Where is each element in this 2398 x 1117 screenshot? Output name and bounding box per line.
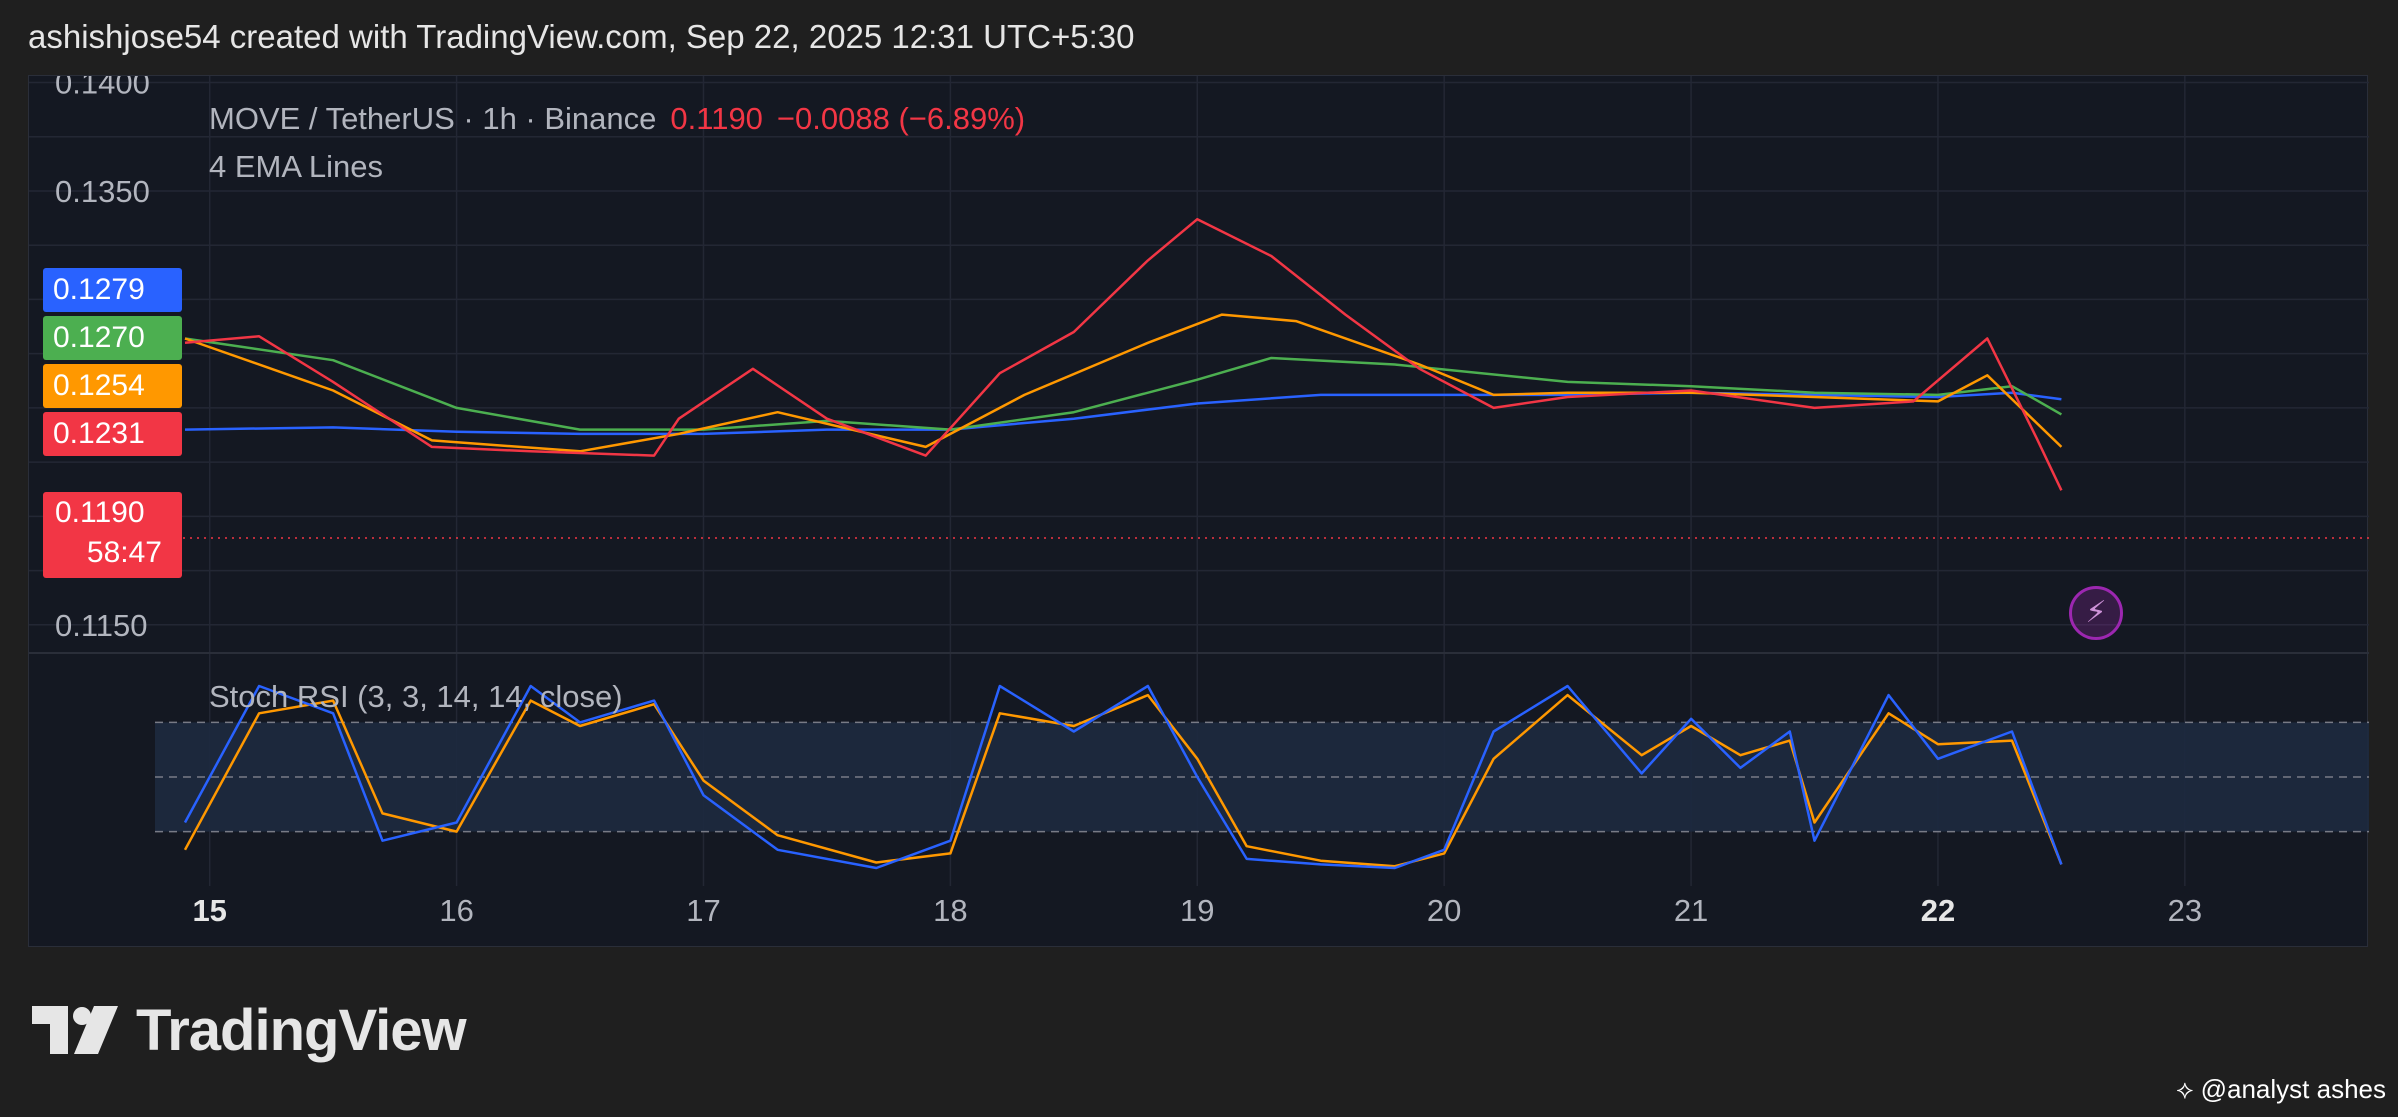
x-tick-label: 22 bbox=[1921, 893, 1955, 928]
x-tick-label: 23 bbox=[2168, 893, 2202, 928]
chart-panel[interactable]: 0.1400 0.1350 0.1150 15 16 17 18 19 20 21 22 23 MOV… bbox=[28, 75, 2369, 948]
chart-canvas[interactable]: 0.1400 0.1350 0.1150 15 16 17 18 19 20 21 22 23 bbox=[29, 76, 2369, 948]
watermark-label: @analyst ashes bbox=[2200, 1074, 2386, 1104]
ema-line bbox=[184, 391, 2062, 436]
x-tick-label: 18 bbox=[933, 893, 967, 928]
stoch-k-line bbox=[183, 684, 2063, 870]
x-tick-label: 19 bbox=[1180, 893, 1214, 928]
symbol-label: MOVE / TetherUS · 1h · Binance bbox=[209, 101, 657, 136]
author-watermark: ⟡ @analyst ashes bbox=[2176, 1074, 2386, 1106]
x-tick-label: 20 bbox=[1427, 893, 1461, 928]
symbol-legend[interactable]: MOVE / TetherUS · 1h · Binance 0.1190 −0.0… bbox=[209, 101, 1025, 137]
ema-blue-badge: 0.1279 bbox=[43, 268, 182, 312]
x-tick-label: 15 bbox=[192, 893, 226, 928]
x-tick-label: 16 bbox=[439, 893, 473, 928]
stoch-rsi-legend[interactable]: Stoch RSI (3, 3, 14, 14, close) bbox=[209, 679, 623, 714]
x-tick-label: 17 bbox=[686, 893, 720, 928]
current-price-value: 0.1190 bbox=[55, 496, 145, 529]
last-price-label: 0.1190 bbox=[670, 101, 763, 136]
ema-green-badge: 0.1270 bbox=[43, 316, 182, 360]
price-change-label: −0.0088 (−6.89%) bbox=[776, 101, 1026, 136]
ema-orange-badge: 0.1254 bbox=[43, 364, 182, 408]
y-tick-label: 0.1350 bbox=[55, 174, 150, 209]
ema-line bbox=[184, 217, 2063, 491]
y-tick-label: 0.1400 bbox=[55, 76, 150, 101]
lightning-icon[interactable]: ⚡ bbox=[2069, 586, 2123, 640]
ema-indicator-legend[interactable]: 4 EMA Lines bbox=[209, 149, 384, 184]
current-price-badge: 0.1190 58:47 bbox=[43, 492, 182, 578]
candle-countdown: 58:47 bbox=[86, 536, 162, 569]
x-tick-label: 21 bbox=[1674, 893, 1708, 928]
ema-line bbox=[184, 313, 2063, 453]
stoch-d-line bbox=[183, 693, 2063, 868]
tradingview-logo: TradingView bbox=[32, 997, 467, 1063]
y-tick-label: 0.1150 bbox=[55, 608, 148, 643]
diamond-icon: ⟡ bbox=[2176, 1074, 2201, 1104]
chart-caption: ashishjose54 created with TradingView.co… bbox=[28, 18, 1135, 55]
ema-line bbox=[184, 337, 2063, 431]
tradingview-logo-icon bbox=[32, 1006, 118, 1054]
ema-red-badge: 0.1231 bbox=[43, 412, 182, 456]
tradingview-logo-text: TradingView bbox=[136, 997, 467, 1063]
